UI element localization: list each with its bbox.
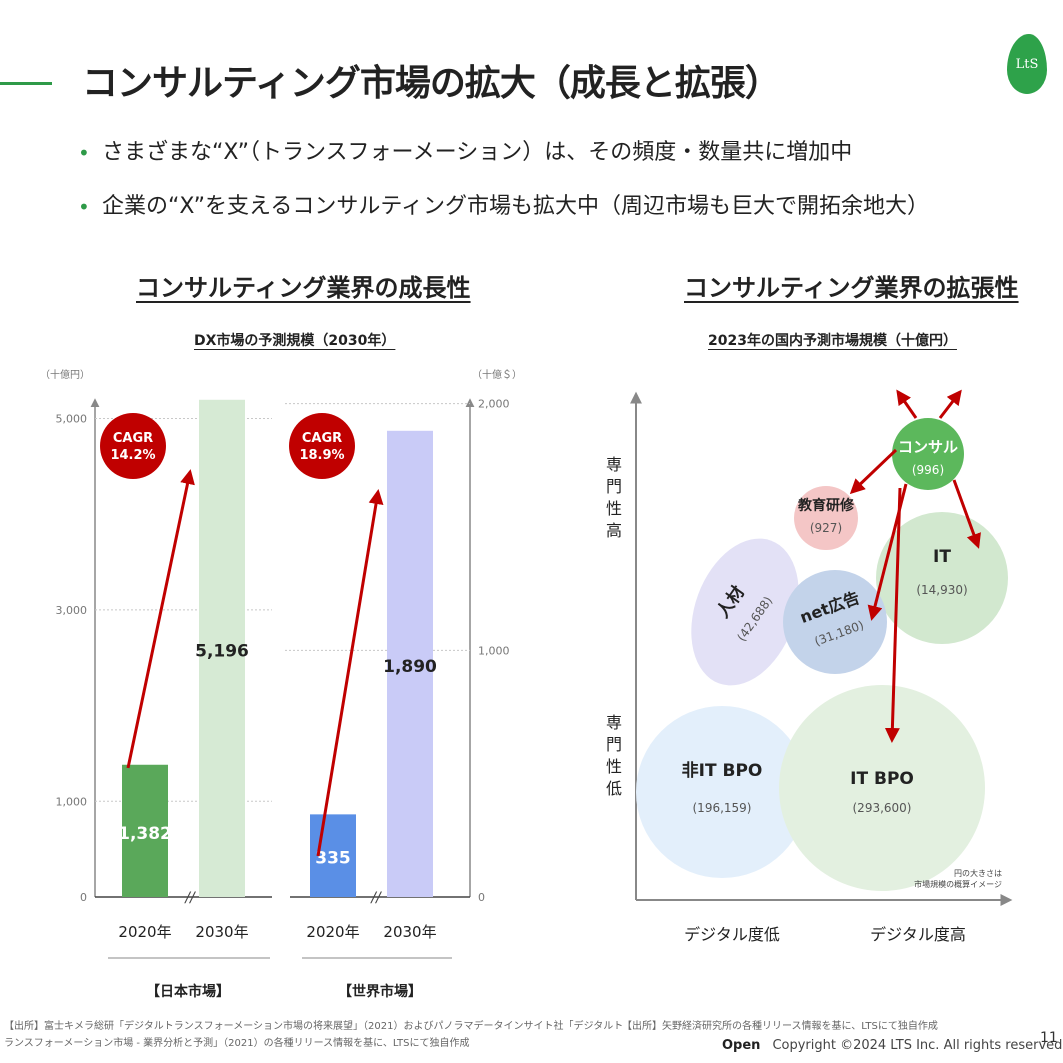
title-accent-rule <box>0 82 52 85</box>
bubble <box>779 685 985 891</box>
bullet-item: • 企業の“X”を支えるコンサルティング市場も拡大中（周辺市場も巨大で開拓余地大） <box>78 194 929 248</box>
bubble-name: コンサル <box>898 438 958 456</box>
bubble-chart: コンサル(996)教育研修(927)IT(14,930)人材(42,688) ne… <box>606 389 1013 944</box>
axis-break-mark: // <box>369 890 382 906</box>
bullet-list: • さまざまな“X”（トランスフォーメーション）は、その頻度・数量共に増加中 • 企… <box>78 140 929 248</box>
growth-arrow <box>316 489 384 857</box>
source-line: 【出所】富士キメラ総研「デジタルトランスフォーメーション市場の将来展望」（202… <box>4 1021 624 1032</box>
company-logo: LtS <box>1007 34 1047 94</box>
x-tick-label: 2020年 <box>118 923 171 941</box>
y-tick-label: 5,000 <box>56 413 88 426</box>
bubble-label-group: 非IT BPO (196,159) <box>682 760 763 815</box>
bubble-label-group: 教育研修 (927) <box>798 497 855 535</box>
page-title: コンサルティング市場の拡大（成長と拡張） <box>82 63 781 104</box>
cagr-label: CAGR 14.2% <box>110 431 155 463</box>
y-unit-label: （十億円） <box>40 368 90 381</box>
size-note: 円の大きさは市場規模の概算イメージ <box>914 868 1002 889</box>
bar-value-label: 1,890 <box>383 657 437 677</box>
cagr-badge <box>100 413 166 479</box>
x-axis-label: デジタル度高 <box>870 925 966 944</box>
bubble-value: (927) <box>810 521 842 535</box>
bullet-text: さまざまな“X”（トランスフォーメーション）は、その頻度・数量共に増加中 <box>102 140 853 165</box>
x-tick-label: 2030年 <box>383 923 436 941</box>
right-chart-subtitle: 2023年の国内予測市場規模（十億円） <box>708 333 957 349</box>
y-tick-label: 3,000 <box>56 604 88 617</box>
y-axis-label: 専門性低 <box>606 713 622 798</box>
bubble <box>783 570 887 674</box>
y-tick-label: 1,000 <box>56 795 88 808</box>
y-tick-label: 0 <box>478 891 485 904</box>
page-number: 11 <box>1040 1030 1058 1046</box>
bubble <box>892 418 964 490</box>
bar-value-label: 1,382 <box>118 824 172 844</box>
x-axis-label: デジタル度低 <box>684 925 780 944</box>
bubble-value: (996) <box>912 463 944 477</box>
bullet-item: • さまざまな“X”（トランスフォーメーション）は、その頻度・数量共に増加中 <box>78 140 929 194</box>
expansion-arrow <box>938 389 962 419</box>
right-section-heading: コンサルティング業界の拡張性 <box>684 274 1019 302</box>
logo-text: LtS <box>1015 56 1039 72</box>
source-line: ランスフォーメーション市場 - 業界分析と予測」（2021）の各種リリース情報を… <box>4 1038 470 1049</box>
bullet-dot-icon: • <box>78 141 90 165</box>
bubble <box>794 486 858 550</box>
x-tick-label: 2030年 <box>195 923 248 941</box>
expansion-arrow <box>896 389 918 419</box>
bullet-dot-icon: • <box>78 195 90 219</box>
left-section-heading: コンサルティング業界の成長性 <box>136 274 471 302</box>
expansion-arrow <box>849 448 898 495</box>
x-tick-label: 2020年 <box>306 923 359 941</box>
source-note-right: 【出所】矢野経済研究所の各種リリース情報を基に、LTSにて独自作成 <box>622 1021 938 1032</box>
bubble-label-group: IT BPO (293,600) <box>850 769 914 815</box>
expansion-arrow <box>952 479 981 549</box>
source-note-left: 【出所】富士キメラ総研「デジタルトランスフォーメーション市場の将来展望」（202… <box>4 1018 623 1052</box>
bubble-name: IT <box>933 547 951 567</box>
bubble-value: (14,930) <box>916 583 967 597</box>
bar-chart-1: （十億円） 0 1,000 3,000 5,000 // 1,382 2020年 5,196 20… <box>40 368 272 1000</box>
y-tick-label: 1,000 <box>478 644 510 657</box>
group-label: 【世界市場】 <box>338 983 422 1000</box>
bubble-name: 非IT BPO <box>682 760 763 781</box>
bar-value-label: 335 <box>315 849 351 869</box>
open-label: Open <box>722 1038 761 1053</box>
bar-chart-2: （十億＄） 0 1,000 2,000 // 335 2020年 1,890 2030年 CAGR… <box>285 368 522 1000</box>
copyright-text: Copyright ©2024 LTS Inc. All rights rese… <box>772 1038 1063 1053</box>
bubble <box>691 538 799 686</box>
axis-break-mark: // <box>183 890 196 906</box>
y-tick-label: 2,000 <box>478 398 510 411</box>
bar <box>199 399 245 897</box>
bar <box>122 764 168 897</box>
bubble-name: 教育研修 <box>798 497 855 514</box>
bar <box>387 430 433 897</box>
y-unit-label: （十億＄） <box>472 368 522 381</box>
growth-arrow <box>126 469 195 769</box>
bubble <box>636 706 808 878</box>
bubble-label-group: コンサル (996) <box>898 438 958 477</box>
bullet-text: 企業の“X”を支えるコンサルティング市場も拡大中（周辺市場も巨大で開拓余地大） <box>102 194 929 219</box>
group-label: 【日本市場】 <box>146 983 230 1000</box>
copyright: Open Copyright ©2024 LTS Inc. All rights … <box>722 1038 1063 1053</box>
cagr-badge <box>289 413 355 479</box>
bar-value-label: 5,196 <box>195 641 249 661</box>
expansion-arrow <box>884 487 902 743</box>
left-chart-subtitle: DX市場の予測規模（2030年） <box>194 333 396 349</box>
y-axis-label: 専門性高 <box>606 455 622 540</box>
bubble-label-group: IT (14,930) <box>916 547 967 597</box>
cagr-label: CAGR 18.9% <box>299 431 344 463</box>
y-tick-label: 0 <box>80 891 87 904</box>
bubble-value: (196,159) <box>693 801 752 815</box>
bubble-value: (293,600) <box>853 801 912 815</box>
bubble-name: IT BPO <box>850 769 914 789</box>
